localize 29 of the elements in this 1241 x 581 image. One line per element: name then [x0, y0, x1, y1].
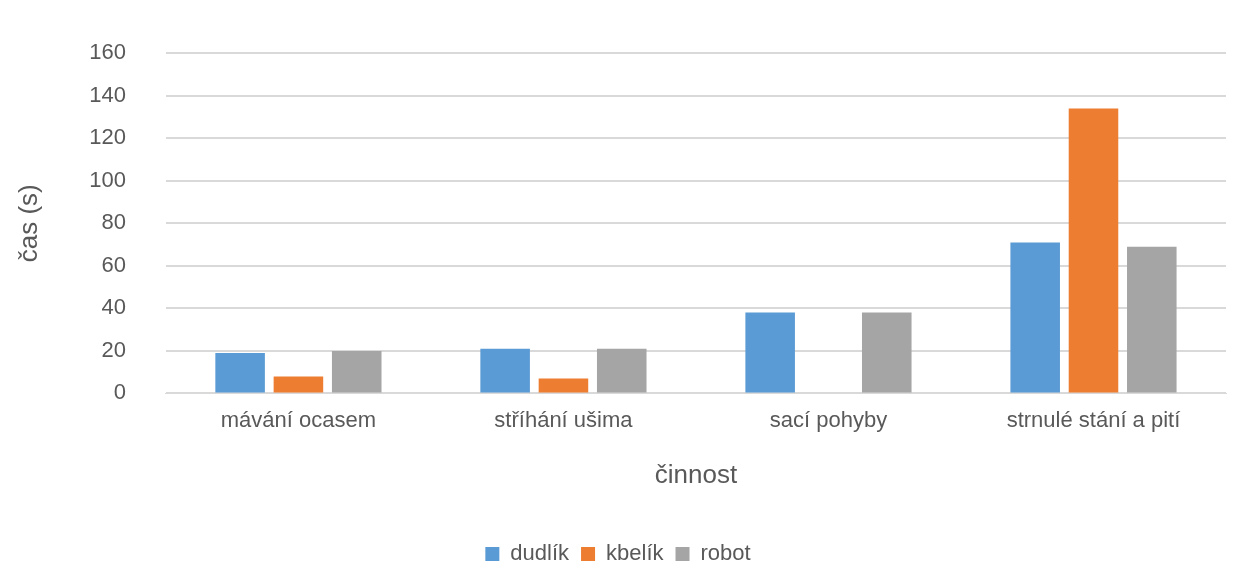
x-tick-label: mávání ocasem: [220, 406, 377, 432]
x-tick-label: stříhání ušima: [494, 406, 634, 432]
y-axis-title: čas (s): [12, 184, 43, 263]
bar: [1068, 108, 1119, 393]
bar: [273, 376, 324, 393]
legend-label: kbelík: [606, 540, 665, 566]
legend-label: dudlík: [510, 540, 571, 566]
bar: [538, 378, 589, 393]
y-tick-label: 160: [89, 39, 126, 65]
x-tick-label: sací pohyby: [769, 406, 888, 432]
bar: [1127, 246, 1177, 393]
legend-label: robot: [700, 540, 751, 566]
x-tick-label: strnulé stání a pití: [1006, 406, 1181, 432]
bar: [480, 348, 530, 393]
y-tick-label: 0: [113, 379, 126, 405]
y-tick-label: 40: [101, 294, 126, 320]
y-tick-label: 60: [101, 251, 126, 277]
bar: [331, 350, 382, 393]
x-axis-title: činnost: [654, 458, 738, 489]
y-tick-label: 20: [101, 336, 126, 362]
bar: [215, 353, 265, 393]
y-tick-label: 140: [89, 81, 126, 107]
y-tick-label: 120: [89, 124, 126, 150]
bar: [745, 312, 795, 393]
bar: [861, 312, 912, 393]
bar: [1010, 242, 1060, 393]
bar: [596, 348, 647, 393]
y-tick-label: 80: [101, 209, 126, 235]
y-tick-label: 100: [89, 166, 126, 192]
